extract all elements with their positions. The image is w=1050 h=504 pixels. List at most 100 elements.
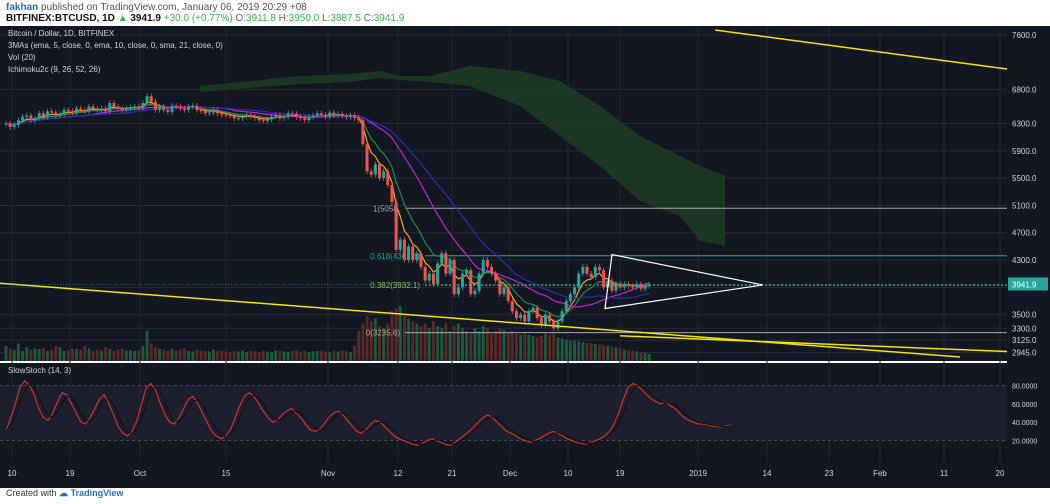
fib-levels: 1(5058. 0.618(4362.4) 0.382(3932.1) 0(3235.… — [366, 204, 1007, 338]
volume-bar — [382, 328, 386, 361]
candle-body — [178, 106, 182, 109]
price-axis[interactable]: 7600.0 6800.0 6300.0 5900.0 5500.0 5100.0 4700… — [0, 31, 1048, 358]
volume-bar — [311, 351, 315, 361]
time-tick: 12 — [394, 469, 403, 478]
candle-body — [639, 283, 643, 289]
legend-ichimoku: Ichimoku2c (9, 26, 52, 26) — [8, 65, 101, 74]
volume-bar — [373, 318, 377, 361]
candle-body — [295, 113, 298, 117]
candle-body — [212, 109, 215, 113]
volume-bar — [353, 346, 356, 361]
candle-body — [461, 273, 464, 288]
volume-bar — [249, 351, 253, 361]
volume-bar — [432, 321, 435, 361]
volume-bar — [170, 349, 174, 361]
volume-bar — [266, 351, 269, 361]
volume-bar — [573, 340, 576, 361]
volume-bar — [436, 326, 439, 361]
time-axis[interactable]: 10 19 Oct 15 Nov 12 21 Dec 10 19 2019 14 23 Feb 11 20 — [8, 469, 1005, 478]
candle-body — [581, 266, 585, 274]
up-arrow-icon: ▲ — [117, 13, 128, 24]
volume-bar — [21, 351, 24, 361]
legend-vol: Vol (20) — [8, 53, 36, 62]
volume-bar — [502, 329, 506, 361]
price-chart[interactable]: 1(5058. 0.618(4362.4) 0.382(3932.1) 0(3235.… — [0, 26, 1050, 488]
volume-bar — [241, 350, 244, 361]
volume-bar — [465, 331, 469, 361]
volume-bar — [510, 331, 514, 361]
volume-bar — [473, 328, 477, 361]
author-link[interactable]: fakhan — [6, 2, 39, 13]
candles — [4, 93, 651, 332]
fib-label: 0(3235.6) — [366, 329, 401, 338]
price-tick: 3125.0 — [1012, 336, 1037, 345]
indicator-lines — [5, 101, 650, 322]
stoch-k-line — [5, 379, 732, 446]
time-tick: 2019 — [689, 469, 707, 478]
volume-bar — [419, 326, 423, 361]
candle-body — [66, 109, 70, 112]
candle-body — [191, 105, 195, 107]
candle-body — [319, 113, 323, 115]
candle-body — [444, 253, 448, 274]
price-tick: 4300.0 — [1012, 256, 1037, 265]
volume-bar — [75, 349, 78, 361]
candle-body — [469, 270, 473, 295]
volume-bar — [216, 351, 220, 361]
volume-bar — [593, 344, 597, 361]
candle-body — [498, 280, 502, 295]
tradingview-brand[interactable]: TradingView — [70, 488, 124, 498]
candle-body — [348, 115, 352, 117]
tradingview-logo-icon[interactable]: ☁ — [59, 488, 71, 498]
chart-area[interactable]: 1(5058. 0.618(4362.4) 0.382(3932.1) 0(3235.… — [0, 26, 1050, 488]
candle-body — [182, 108, 186, 110]
candle-body — [133, 106, 137, 108]
volume-bar — [328, 352, 332, 361]
candle-body — [116, 106, 120, 109]
volume-bar — [519, 334, 522, 361]
candle-body — [411, 246, 415, 261]
candle-body — [282, 116, 286, 119]
volume-bar — [386, 323, 390, 361]
candle-body — [87, 106, 91, 112]
volume-bar — [490, 333, 493, 361]
candle-body — [99, 108, 103, 110]
volume-bar — [477, 331, 481, 361]
volume-bar — [365, 316, 369, 361]
volume-bar — [245, 352, 249, 361]
volume-bar — [261, 351, 265, 361]
candle-body — [436, 263, 440, 284]
volume-bar — [336, 351, 340, 361]
volume-bar — [369, 321, 373, 361]
volume-bar — [203, 351, 207, 361]
volume-bar — [506, 332, 510, 361]
candle-body — [170, 105, 174, 112]
candle-body — [265, 119, 269, 121]
price-tick: 6300.0 — [1012, 120, 1037, 129]
drawings — [0, 29, 1008, 358]
volume-bar — [199, 350, 203, 361]
volume-bar — [622, 349, 626, 361]
candle-body — [415, 253, 419, 261]
candle-body — [274, 115, 278, 117]
volume-bar — [527, 334, 531, 361]
volume-bar — [552, 333, 556, 361]
volume-bar — [137, 349, 141, 361]
volume-bar — [66, 350, 70, 361]
candle-body — [635, 283, 639, 288]
volume-bar — [614, 347, 618, 361]
candle-body — [83, 109, 87, 112]
time-tick: 11 — [940, 469, 949, 478]
stoch-pane: 80.0000 60.0000 40.0000 20.0000 — [0, 379, 1037, 446]
price-tick: 4700.0 — [1012, 229, 1037, 238]
candle-body — [324, 114, 328, 117]
volume-bar — [187, 351, 190, 361]
price-change: +30.0 (+0.77%) — [163, 13, 233, 24]
candle-body — [556, 321, 560, 329]
candle-body — [91, 106, 95, 109]
candle-body — [539, 318, 543, 325]
candle-body — [29, 115, 33, 121]
volume-bar — [154, 347, 157, 361]
open-value: 3911.8 — [246, 13, 276, 24]
candle-body — [431, 273, 435, 284]
